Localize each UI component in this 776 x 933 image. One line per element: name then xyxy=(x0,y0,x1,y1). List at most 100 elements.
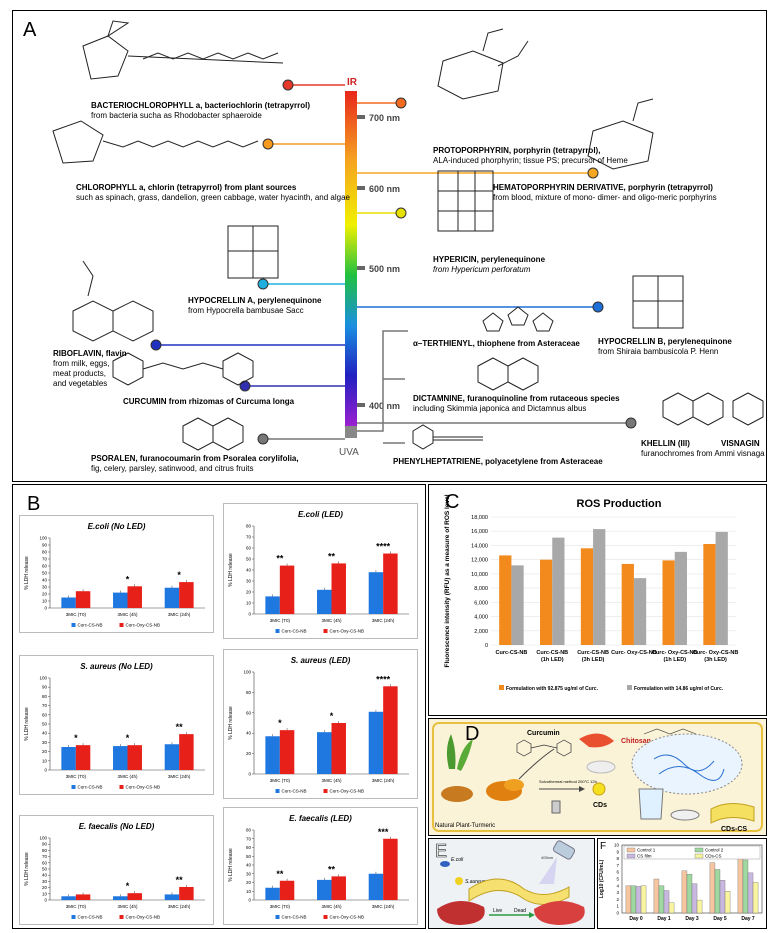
psoralen-structure xyxy=(182,417,244,451)
cfu-bar xyxy=(681,870,688,914)
ros-chart: ROS Production Fluorescence intensity (RF… xyxy=(444,494,738,692)
legend-label: CDs-CS xyxy=(705,854,722,859)
y-tick-label: 30 xyxy=(42,585,48,590)
tick-400: 400 nm xyxy=(369,401,400,411)
y-tick-label: 30 xyxy=(42,879,48,884)
x-tick-label: 3MIC (24h) xyxy=(168,612,191,617)
x-tick-label-sub: (1h LED) xyxy=(663,657,686,663)
legend-label: CS film xyxy=(637,854,652,859)
caption-protoporphyrin: PROTOPORPHYRIN, porphyrin (tetrapyrrol),… xyxy=(433,146,628,165)
panel-b: B E.coli (No LED)% LDH release 0 10 20 30 40 5… xyxy=(12,484,426,929)
legend-swatch xyxy=(275,915,280,919)
cfu-bar xyxy=(630,885,637,914)
x-tick-label: Day 7 xyxy=(741,916,755,922)
hematoporphyrin-structure xyxy=(587,98,654,170)
bar xyxy=(75,591,91,608)
significance-label: ** xyxy=(328,864,336,874)
bar xyxy=(383,553,398,614)
legend-label: Control 1 xyxy=(637,848,656,853)
cfu-bar xyxy=(752,882,759,914)
legend-swatch xyxy=(119,785,124,789)
cfu-bar xyxy=(747,872,754,914)
caption-psoralen: PSORALEN, furanocoumarin from Psoralea c… xyxy=(91,454,299,473)
x-tick-label: Curc- Oxy-CS-NB xyxy=(611,650,657,656)
x-tick-label: 3MIC (24h) xyxy=(168,774,191,779)
y-tick-label: 90 xyxy=(42,842,48,847)
x-tick-label: 3MIC (T0) xyxy=(270,618,291,623)
y-tick-label: 60 xyxy=(246,845,252,850)
legend-swatch xyxy=(323,915,328,919)
y-tick-label: 80 xyxy=(246,524,252,529)
uva-label: UVA xyxy=(339,447,359,458)
cfu-bar xyxy=(653,878,660,914)
y-tick-label: 40 xyxy=(246,731,252,736)
cfu-bar xyxy=(719,880,726,914)
y-axis-label: % LDH release xyxy=(24,852,30,886)
y-tick-label: 20 xyxy=(246,751,252,756)
turmeric-root-icon xyxy=(486,779,524,801)
tick-500: 500 nm xyxy=(369,264,400,274)
y-tick-label: 40 xyxy=(42,578,48,583)
y-tick-label: 70 xyxy=(246,535,252,540)
legend-swatch xyxy=(323,789,328,793)
y-tick-label: 60 xyxy=(42,712,48,717)
significance-label: * xyxy=(177,570,181,580)
y-tick-label: 0 xyxy=(616,911,619,916)
antibacterial-illustration: E E.coli S.aureus 405nm Live Dead xyxy=(429,839,594,928)
cfu-bar xyxy=(691,883,698,914)
y-tick-label: 18,000 xyxy=(471,515,488,521)
cfu-bar xyxy=(737,853,744,914)
bar xyxy=(127,893,142,900)
y-tick-label: 80 xyxy=(42,550,48,555)
cfu-bar xyxy=(709,862,716,914)
bar xyxy=(61,747,76,770)
caption-dictamnine: DICTAMNINE, furanoquinoline from rutaceo… xyxy=(413,394,620,413)
legend-label: Curc-Oxy-CS-NB xyxy=(330,789,365,794)
legend-swatch xyxy=(71,623,76,627)
ros-y-label: Fluorescence intensity (RFU) as a measur… xyxy=(444,494,451,667)
x-tick-label: Day 5 xyxy=(713,916,727,922)
panel-c-label: C xyxy=(445,491,460,513)
legend-swatch xyxy=(275,629,280,633)
shrimp-icon xyxy=(579,733,614,748)
bar xyxy=(279,880,295,900)
light-label: 405nm xyxy=(541,855,554,860)
cfu-bar xyxy=(658,885,665,914)
bar xyxy=(75,894,91,900)
bar xyxy=(279,730,295,774)
ecoli-icon xyxy=(440,861,450,867)
y-tick-label: 7 xyxy=(616,863,619,868)
x-tick-label-sub: (1h LED) xyxy=(541,657,564,663)
y-tick-label: 80 xyxy=(42,694,48,699)
x-tick-label: 3MIC (24h) xyxy=(372,618,395,623)
caption-visnagin: VISNAGIN xyxy=(721,439,760,448)
bar xyxy=(179,734,194,770)
legend-label: Curc-CS-NB xyxy=(78,623,103,628)
ros-bar xyxy=(593,529,606,645)
legend-label: Curc-CS-NB xyxy=(282,789,307,794)
panel-e: E E.coli S.aureus 405nm Live Dead xyxy=(428,838,595,929)
y-tick-label: 8 xyxy=(616,856,619,861)
y-tick-label: 60 xyxy=(42,564,48,569)
cfu-bar xyxy=(696,899,703,914)
y-axis-label: % LDH release xyxy=(228,553,234,587)
cfu-chart: Log10 (CFU/mL) 0 1 2 3 45 6 7 8 910 Day 0 Day 1 Day … xyxy=(599,841,763,922)
y-tick-label: 90 xyxy=(42,685,48,690)
x-tick-label: Curc-CS-NB xyxy=(496,650,528,656)
legend-swatch xyxy=(694,847,704,853)
y-tick-label: 0 xyxy=(44,768,47,773)
y-tick-label: 0 xyxy=(44,898,47,903)
y-tick-label: 16,000 xyxy=(471,529,488,535)
bar xyxy=(368,711,384,774)
bar xyxy=(265,887,280,900)
legend-label: Formulation with 14.86 ug/ml of Curc. xyxy=(634,686,724,692)
cfu-bar xyxy=(668,902,675,914)
caption-curcumin: CURCUMIN from rhizomas of Curcuma longa xyxy=(123,397,295,406)
ros-title: ROS Production xyxy=(577,498,662,510)
significance-label: ** xyxy=(328,551,336,561)
y-tick-label: 80 xyxy=(246,828,252,833)
curcumin-path-arrow xyxy=(518,748,555,780)
y-tick-label: 50 xyxy=(246,854,252,859)
ros-bar xyxy=(674,551,687,645)
y-tick-label: 6 xyxy=(616,870,619,875)
